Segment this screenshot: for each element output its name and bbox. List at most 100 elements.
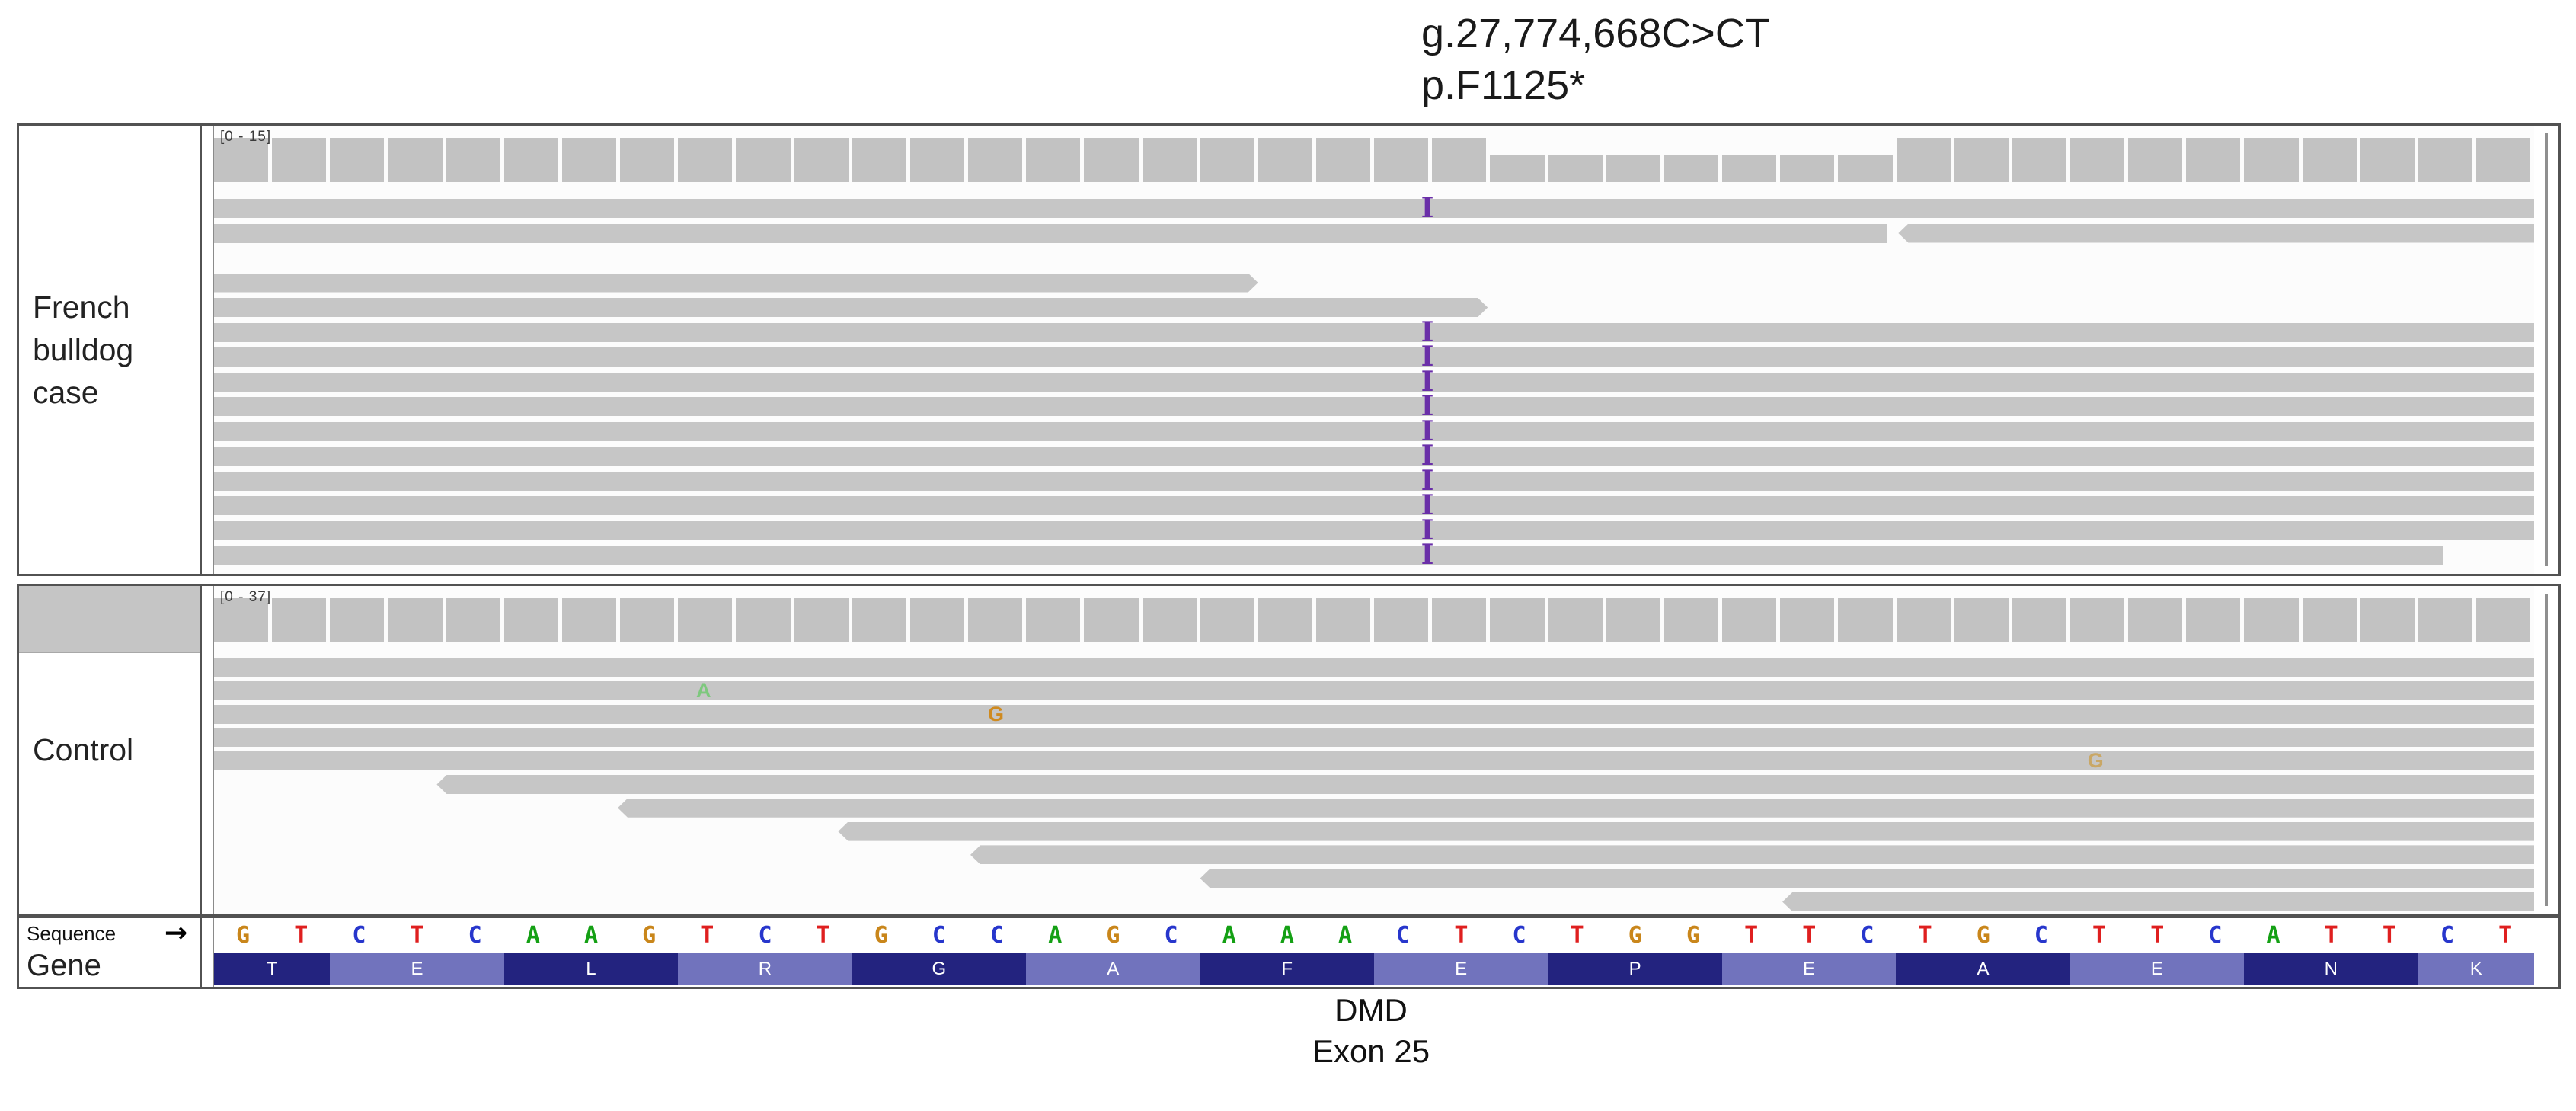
- panel-scrollbar[interactable]: [2545, 594, 2548, 906]
- coverage-column: [1315, 138, 1374, 182]
- insertion-marker[interactable]: I: [1421, 365, 1434, 398]
- aligned-read[interactable]: [214, 322, 2534, 342]
- coverage-column: [1142, 138, 1200, 182]
- coverage-track[interactable]: [214, 598, 2534, 642]
- coverage-bar: [794, 598, 849, 642]
- amino-acid-block: K: [2418, 953, 2534, 985]
- sequence-base: A: [1048, 922, 1063, 949]
- coverage-column: [1838, 138, 1896, 182]
- coverage-bar: [1084, 138, 1139, 182]
- coverage-bar: [1664, 155, 1719, 182]
- aligned-read[interactable]: [214, 728, 2534, 748]
- reads-track[interactable]: A G G: [214, 586, 2534, 914]
- coverage-column: [388, 598, 446, 642]
- sequence-base: T: [1802, 922, 1817, 949]
- insertion-marker[interactable]: I: [1421, 440, 1434, 472]
- insertion-marker[interactable]: I: [1421, 489, 1434, 521]
- coverage-column: [794, 598, 852, 642]
- insertion-marker[interactable]: I: [1421, 341, 1434, 373]
- insertion-marker[interactable]: I: [1421, 415, 1434, 447]
- coverage-column: [620, 598, 678, 642]
- aligned-read[interactable]: [214, 658, 2534, 677]
- coverage-column: [852, 138, 910, 182]
- aligned-read[interactable]: [214, 751, 2534, 771]
- coverage-bar: [2476, 598, 2531, 642]
- aligned-read[interactable]: [214, 421, 2534, 441]
- coverage-bar: [2302, 138, 2357, 182]
- coverage-column: [561, 138, 620, 182]
- insertion-marker[interactable]: I: [1421, 539, 1434, 571]
- coverage-bar: [2128, 138, 2183, 182]
- track-header-box[interactable]: [19, 586, 200, 653]
- coverage-bar: [1548, 598, 1603, 642]
- coverage-column: [1200, 138, 1258, 182]
- insertion-marker[interactable]: I: [1421, 315, 1434, 348]
- case-panel-label-column: French bulldog case: [19, 126, 202, 574]
- aligned-read[interactable]: [214, 704, 2534, 724]
- coverage-bar: [2302, 598, 2357, 642]
- coverage-bar: [852, 598, 906, 642]
- coverage-bar: [1084, 598, 1139, 642]
- coverage-bar: [1200, 598, 1254, 642]
- control-panel-label-column: Control: [19, 586, 202, 914]
- insertion-marker[interactable]: I: [1421, 514, 1434, 546]
- insertion-marker[interactable]: I: [1421, 464, 1434, 497]
- aligned-read[interactable]: [214, 199, 2534, 218]
- coverage-column: [2186, 138, 2244, 182]
- coverage-bar: [1374, 598, 1429, 642]
- coverage-bar: [909, 138, 965, 182]
- coverage-column: [1200, 598, 1258, 642]
- coverage-bar: [2070, 138, 2125, 182]
- coverage-column: [1954, 598, 2012, 642]
- coverage-column: [1780, 138, 1838, 182]
- coverage-column: [446, 598, 504, 642]
- aligned-read[interactable]: [214, 223, 1887, 243]
- aligned-read[interactable]: [214, 347, 2534, 367]
- coverage-bar: [2244, 598, 2299, 642]
- coverage-column: [272, 138, 330, 182]
- amino-acid-block: A: [1896, 953, 2070, 985]
- aligned-read[interactable]: [214, 298, 1488, 317]
- coverage-bar: [503, 138, 558, 182]
- aligned-read[interactable]: [970, 845, 2534, 865]
- coverage-bar: [1026, 598, 1081, 642]
- aligned-read[interactable]: [1200, 869, 2534, 888]
- aligned-read[interactable]: [214, 471, 2534, 491]
- coverage-track[interactable]: [214, 138, 2534, 182]
- aligned-read[interactable]: [214, 447, 2534, 466]
- aligned-read[interactable]: [214, 520, 2534, 540]
- aligned-read[interactable]: [214, 680, 2534, 700]
- aligned-read[interactable]: [436, 775, 2534, 794]
- aligned-read[interactable]: [838, 821, 2534, 841]
- sequence-base: C: [2208, 922, 2223, 949]
- coverage-column: [909, 598, 968, 642]
- coverage-bar: [561, 598, 617, 642]
- aligned-read[interactable]: [214, 496, 2534, 515]
- coverage-column: [1664, 138, 1722, 182]
- aligned-read[interactable]: [214, 397, 2534, 416]
- panel-scrollbar[interactable]: [2545, 133, 2548, 566]
- gene-name-label: DMD: [1334, 992, 1408, 1028]
- strand-arrow-icon[interactable]: →: [164, 917, 187, 949]
- aligned-read[interactable]: [214, 274, 1258, 293]
- coverage-bar: [1200, 138, 1254, 182]
- coverage-bar: [1258, 598, 1312, 642]
- aligned-read[interactable]: [1782, 892, 2534, 911]
- aligned-read[interactable]: [214, 372, 2534, 392]
- coverage-column: [2070, 598, 2128, 642]
- coverage-bar: [272, 138, 327, 182]
- coverage-bar: [2186, 598, 2241, 642]
- aligned-read[interactable]: [618, 798, 2534, 818]
- sequence-base: T: [294, 922, 308, 949]
- insertion-marker[interactable]: I: [1421, 192, 1434, 224]
- insertion-marker[interactable]: I: [1421, 390, 1434, 422]
- aligned-read[interactable]: [214, 546, 2444, 565]
- control-alignment-track[interactable]: [0 - 37] A G G: [213, 586, 2534, 914]
- coverage-column: [1606, 138, 1664, 182]
- aligned-read[interactable]: [1898, 223, 2534, 243]
- coverage-bar: [1606, 155, 1660, 182]
- control-panel-label: Control: [33, 732, 134, 767]
